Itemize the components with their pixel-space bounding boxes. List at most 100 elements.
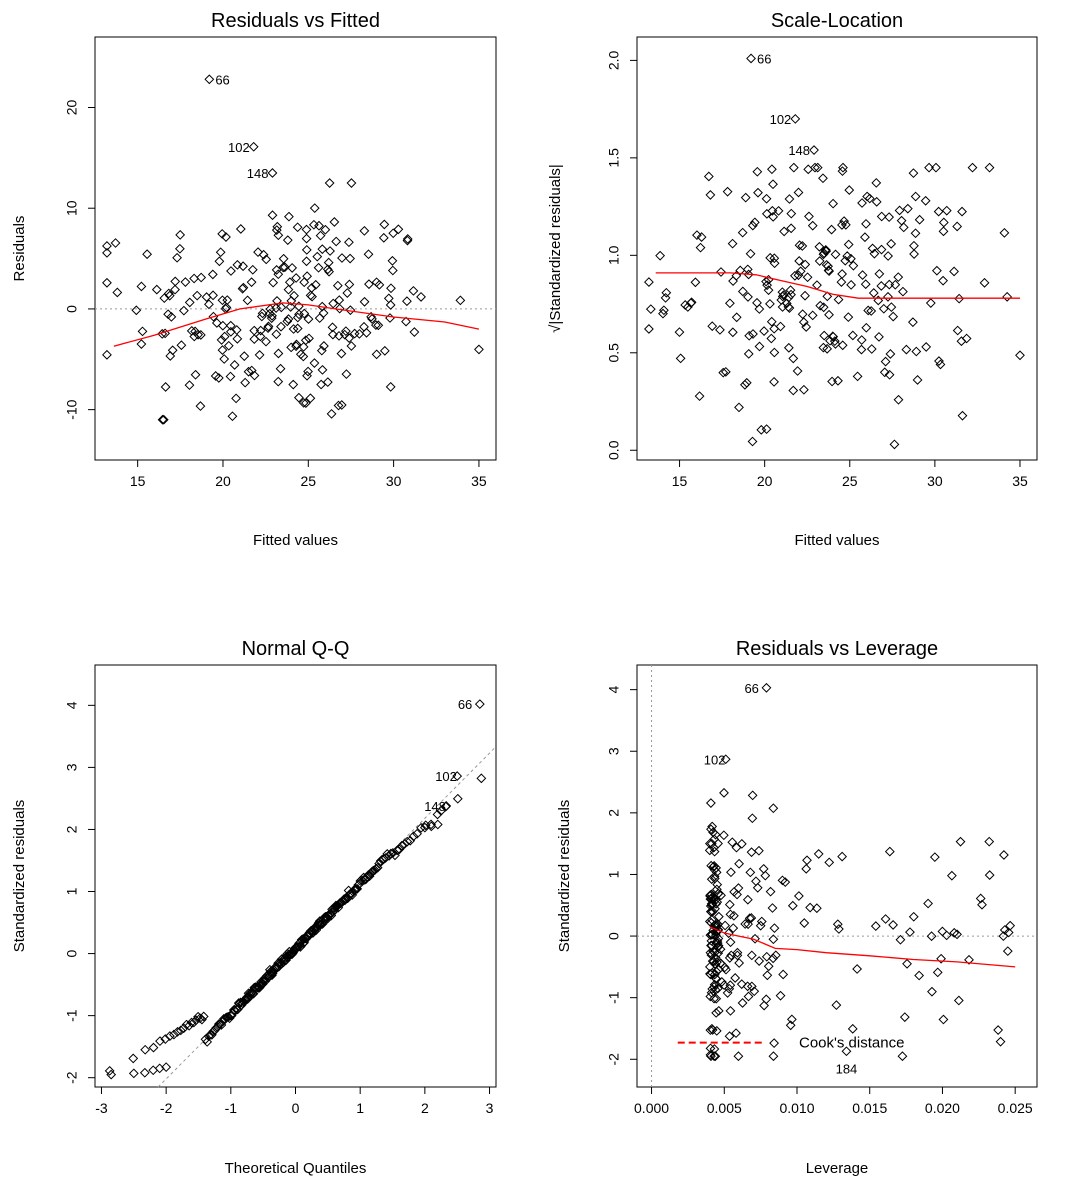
data-point <box>195 330 206 340</box>
data-point <box>197 1014 207 1025</box>
data-point <box>828 198 839 209</box>
data-point <box>225 371 236 382</box>
data-point <box>705 930 716 941</box>
data-point <box>716 890 726 901</box>
data-point <box>860 279 871 290</box>
data-point <box>780 877 791 888</box>
data-point <box>924 162 934 173</box>
y-axis-label: Standardized residuals <box>556 800 573 953</box>
data-point <box>219 354 230 364</box>
x-tick-label: 0 <box>292 1100 300 1116</box>
data-point <box>769 923 780 934</box>
data-point <box>110 238 121 248</box>
data-point <box>336 400 347 410</box>
data-point <box>923 898 933 909</box>
data-point <box>898 222 909 233</box>
data-point <box>788 385 799 396</box>
data-point <box>752 882 763 893</box>
data-point <box>729 886 740 897</box>
data-point <box>331 236 342 247</box>
data-point <box>346 178 357 188</box>
data-point <box>247 264 258 275</box>
data-point <box>168 1029 179 1040</box>
data-point <box>1002 291 1013 302</box>
data-point <box>213 373 224 383</box>
data-point-labeled <box>720 754 731 765</box>
data-point <box>879 367 890 378</box>
data-point <box>195 401 206 412</box>
data-point <box>840 219 851 230</box>
data-point <box>754 956 765 966</box>
data-point <box>908 168 919 179</box>
data-point <box>747 813 758 824</box>
data-point <box>709 993 719 1004</box>
data-point <box>725 937 736 948</box>
data-point <box>793 187 804 198</box>
data-point <box>785 1020 796 1031</box>
point-label: 148 <box>424 799 446 814</box>
data-point <box>786 223 797 234</box>
plot-frame <box>94 664 497 1088</box>
data-point <box>713 933 724 944</box>
data-point <box>896 215 907 226</box>
x-tick-label: 35 <box>471 473 487 489</box>
y-axis-label: Standardized residuals <box>11 800 28 953</box>
data-point <box>761 208 772 219</box>
data-point <box>333 400 344 411</box>
chart-title: Residuals vs Leverage <box>736 638 938 660</box>
data-point <box>822 343 833 354</box>
data-point <box>740 379 750 390</box>
data-point <box>818 302 829 313</box>
data-point <box>202 1036 213 1047</box>
data-point <box>949 927 960 938</box>
data-point <box>732 889 742 900</box>
data-point <box>148 1042 159 1053</box>
data-point <box>874 268 885 279</box>
data-point <box>278 262 289 273</box>
data-point <box>402 296 412 307</box>
data-point <box>784 194 795 204</box>
data-point <box>208 290 218 301</box>
data-point <box>273 348 284 359</box>
data-point <box>876 281 887 291</box>
data-point <box>359 225 370 236</box>
data-point <box>742 981 753 992</box>
data-point <box>786 289 796 300</box>
data-point <box>861 322 872 333</box>
data-point <box>296 941 306 951</box>
data-point <box>314 220 324 231</box>
data-point <box>165 351 176 361</box>
data-point <box>876 211 887 222</box>
data-point <box>690 277 701 288</box>
data-point <box>866 306 877 316</box>
data-point <box>766 164 777 175</box>
data-point <box>999 227 1010 238</box>
data-point <box>286 342 297 353</box>
data-point <box>993 1025 1004 1035</box>
data-point <box>820 244 831 255</box>
data-point <box>760 870 771 881</box>
data-point <box>905 927 915 938</box>
data-point <box>995 1036 1006 1047</box>
data-point <box>803 164 814 175</box>
data-point <box>716 267 726 277</box>
data-point <box>276 302 287 313</box>
data-point <box>222 1012 233 1023</box>
data-point <box>843 312 854 323</box>
data-point <box>733 1051 744 1062</box>
data-point <box>800 290 810 301</box>
data-point <box>847 1023 858 1034</box>
data-point <box>271 225 282 236</box>
data-point <box>730 973 741 983</box>
data-point <box>768 1051 779 1062</box>
data-point <box>303 366 313 377</box>
data-point <box>104 1065 115 1076</box>
data-point <box>761 994 772 1005</box>
data-point <box>898 286 908 297</box>
data-point <box>832 919 843 930</box>
data-point <box>238 261 248 272</box>
data-point <box>798 384 809 395</box>
data-point <box>844 185 855 195</box>
data-point <box>902 203 913 214</box>
data-point <box>163 309 174 320</box>
